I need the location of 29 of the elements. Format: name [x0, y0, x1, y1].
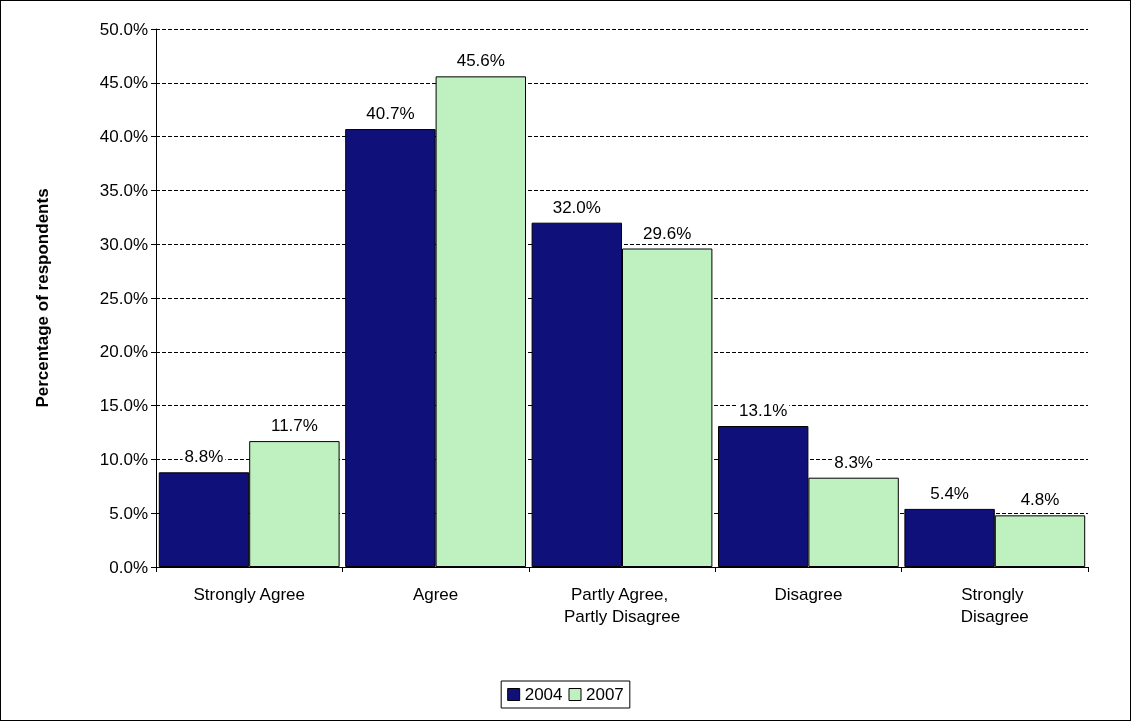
data-label: 45.6% [456, 51, 505, 71]
data-label: 13.1% [739, 401, 788, 421]
y-tick-label: 30.0% [99, 234, 148, 254]
y-tick-label: 5.0% [109, 503, 148, 523]
data-label: 32.0% [552, 197, 601, 217]
data-label: 8.3% [834, 452, 873, 472]
x-tick-label: Disagree [774, 584, 843, 604]
x-tick-label: Agree [412, 584, 459, 604]
x-tick-label: Strongly Disagree [960, 584, 1029, 626]
y-tick-label: 15.0% [99, 396, 148, 416]
data-label: 40.7% [366, 104, 415, 124]
y-tick-label: 20.0% [99, 342, 148, 362]
data-label: 5.4% [930, 483, 969, 503]
y-axis-title: Percentage of respondents [33, 188, 52, 408]
x-tick-label: Strongly Agree [193, 584, 305, 604]
y-tick-label: 50.0% [99, 19, 148, 39]
x-tick-label: Partly Agree, Partly Disagree [563, 584, 681, 626]
data-label: 8.8% [184, 447, 224, 467]
y-tick-label: 10.0% [99, 449, 148, 469]
y-tick-label: 45.0% [99, 73, 148, 93]
y-tick-label: 35.0% [99, 180, 148, 200]
y-tick-label: 0.0% [109, 557, 148, 577]
y-tick-label: 40.0% [99, 127, 148, 147]
data-label: 11.7% [270, 416, 318, 436]
data-label: 29.6% [643, 223, 692, 243]
y-tick-label: 25.0% [99, 288, 148, 308]
data-label: 4.8% [1020, 490, 1060, 510]
legend-label: 2007 [586, 685, 624, 704]
legend-label: 2004 [524, 685, 563, 704]
